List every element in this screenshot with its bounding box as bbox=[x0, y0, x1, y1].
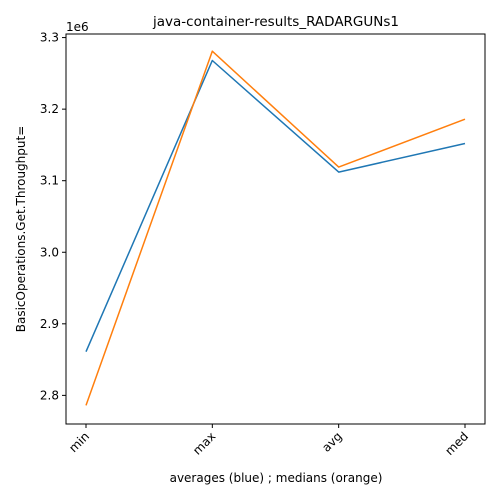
y-offset-text: 1e6 bbox=[66, 20, 89, 34]
x-axis-label: averages (blue) ; medians (orange) bbox=[170, 471, 383, 485]
y-tick-label: 2.8 bbox=[40, 388, 59, 402]
plot-area-frame bbox=[65, 33, 486, 425]
chart-title: java-container-results_RADARGUNs1 bbox=[152, 14, 399, 30]
y-tick-label: 2.9 bbox=[40, 317, 59, 331]
x-tick-label: avg bbox=[319, 429, 345, 455]
y-axis: 2.8 2.9 3.0 3.1 3.2 3.3 bbox=[40, 31, 66, 402]
x-tick-label: min bbox=[66, 429, 92, 455]
y-tick-label: 3.2 bbox=[40, 102, 59, 116]
x-tick-label: med bbox=[442, 429, 471, 458]
x-axis: min max avg med bbox=[66, 424, 471, 458]
x-tick-label: max bbox=[190, 429, 218, 457]
series-line-1 bbox=[85, 59, 466, 352]
series-line-2 bbox=[85, 50, 466, 406]
y-tick-label: 3.0 bbox=[40, 245, 59, 259]
y-tick-label: 3.3 bbox=[40, 31, 59, 45]
y-axis-label: BasicOperations.Get.Throughput= bbox=[14, 126, 28, 333]
y-tick-label: 3.1 bbox=[40, 174, 59, 188]
series-group bbox=[85, 50, 466, 406]
